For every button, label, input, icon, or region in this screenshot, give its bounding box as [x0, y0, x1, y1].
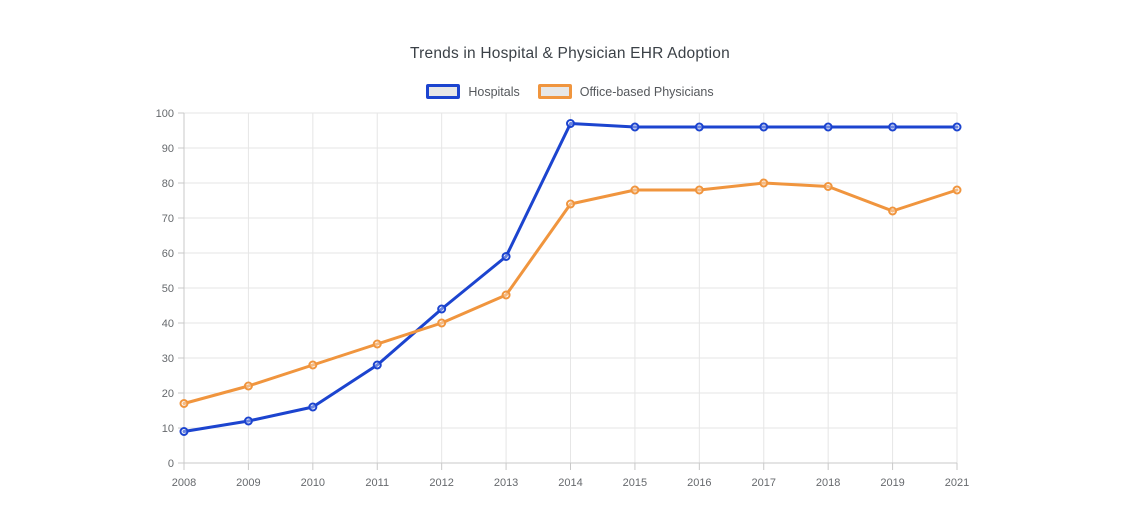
data-point[interactable] [630, 185, 640, 195]
data-point[interactable] [372, 360, 382, 370]
y-tick-label: 30 [162, 353, 174, 365]
data-point[interactable] [437, 304, 447, 314]
x-tick-label: 2013 [494, 477, 518, 489]
data-point[interactable] [759, 122, 769, 132]
legend-label: Office-based Physicians [579, 84, 714, 99]
data-point[interactable] [243, 381, 253, 391]
y-tick-label: 100 [156, 108, 174, 120]
legend-swatch [537, 84, 572, 99]
x-tick-label: 2015 [623, 477, 647, 489]
data-point[interactable] [179, 399, 189, 408]
x-tick-label: 2008 [172, 477, 196, 489]
data-point[interactable] [694, 185, 704, 195]
legend-swatch [426, 84, 461, 99]
data-point[interactable] [952, 122, 962, 132]
data-point[interactable] [179, 427, 189, 436]
data-point[interactable] [437, 318, 447, 328]
data-point[interactable] [823, 122, 833, 132]
x-tick-label: 2016 [687, 477, 711, 489]
legend-label: Hospitals [468, 84, 520, 99]
x-tick-label: 2014 [558, 477, 582, 489]
y-tick-label: 20 [162, 388, 174, 400]
x-tick-label: 2012 [429, 477, 453, 489]
x-tick-label: 2019 [880, 477, 904, 489]
y-tick-label: 90 [162, 143, 174, 155]
data-point[interactable] [372, 339, 382, 349]
x-tick-label: 2017 [752, 477, 776, 489]
series-line-office-based-physicians [182, 181, 959, 405]
x-tick-label: 2018 [816, 477, 840, 489]
y-tick-label: 80 [162, 178, 174, 190]
data-point[interactable] [888, 122, 898, 132]
chart-legend: Hospitals Office-based Physicians [0, 84, 1140, 99]
data-point[interactable] [888, 206, 898, 216]
data-point[interactable] [759, 178, 769, 188]
data-point[interactable] [501, 290, 511, 300]
x-tick-label: 2010 [301, 477, 325, 489]
data-point[interactable] [501, 252, 511, 261]
data-point[interactable] [952, 185, 962, 195]
data-point[interactable] [308, 402, 318, 412]
series-line-hospitals [182, 122, 959, 433]
data-point[interactable] [243, 416, 253, 426]
y-tick-label: 0 [168, 458, 174, 470]
y-tick-label: 60 [162, 248, 174, 260]
x-tick-label: 2009 [236, 477, 260, 489]
data-point[interactable] [308, 360, 318, 370]
x-tick-label: 2021 [945, 477, 969, 489]
y-tick-label: 10 [162, 423, 174, 435]
data-point[interactable] [694, 122, 704, 132]
legend-item-hospitals[interactable]: Hospitals [426, 84, 520, 99]
data-point[interactable] [630, 122, 640, 132]
legend-item-office-based-physicians[interactable]: Office-based Physicians [537, 84, 714, 99]
x-tick-label: 2011 [365, 477, 389, 489]
y-tick-label: 40 [162, 318, 174, 330]
y-tick-label: 70 [162, 213, 174, 225]
data-point[interactable] [566, 119, 575, 128]
data-point[interactable] [566, 199, 575, 209]
data-point[interactable] [823, 182, 833, 191]
chart-title: Trends in Hospital & Physician EHR Adopt… [410, 45, 730, 62]
y-tick-label: 50 [162, 283, 174, 295]
